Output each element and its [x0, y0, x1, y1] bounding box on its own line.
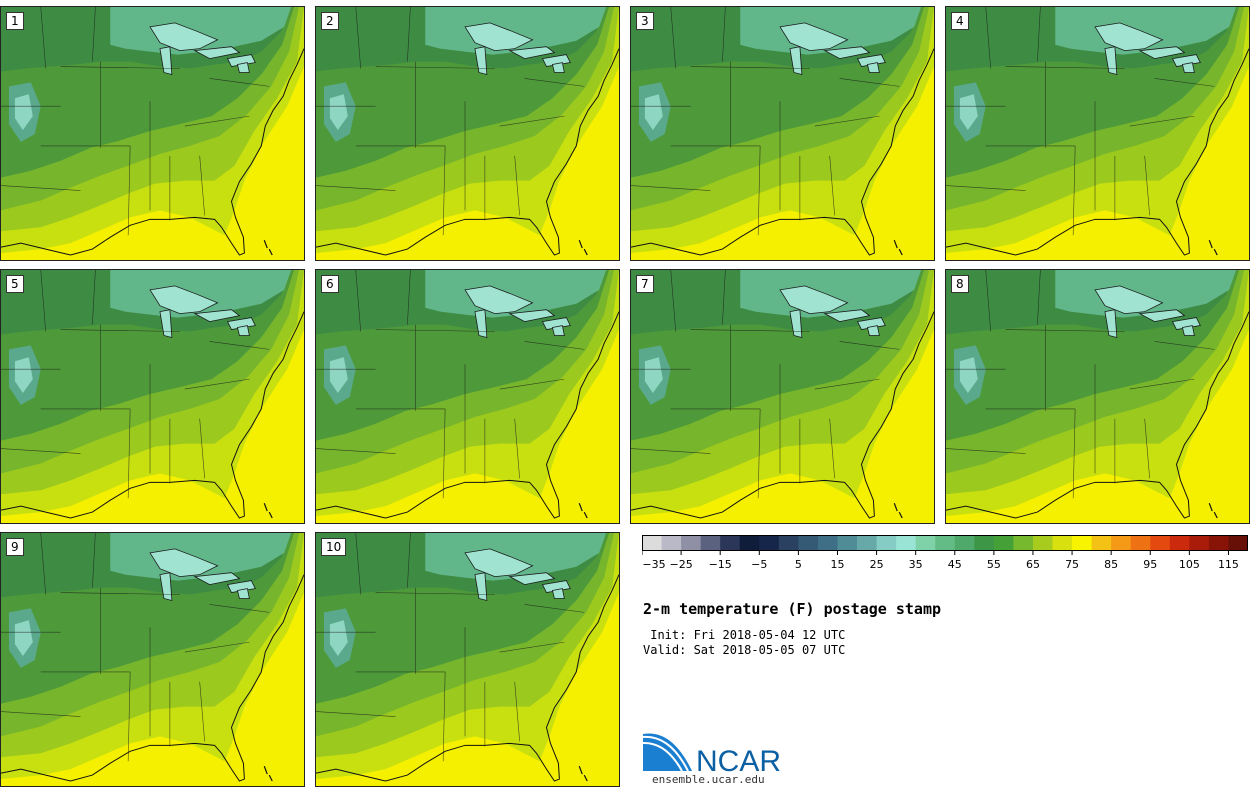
map-panel: 9 — [0, 532, 305, 787]
map-panel: 2 — [315, 6, 620, 261]
map-panel: 8 — [945, 269, 1250, 524]
colorbar-swatch — [896, 535, 917, 551]
panel-number: 10 — [321, 538, 347, 556]
map-panel: 4 — [945, 6, 1250, 261]
colorbar-swatch — [681, 535, 702, 551]
map-panel: 1 — [0, 6, 305, 261]
colorbar-tick-label: −35 — [642, 558, 665, 571]
logo-text: NCAR — [696, 745, 781, 775]
map-panel: 7 — [630, 269, 935, 524]
colorbar-swatch — [993, 535, 1014, 551]
colorbar-swatch — [1091, 535, 1112, 551]
colorbar-tick-label: 5 — [795, 558, 802, 571]
temperature-map — [316, 270, 619, 523]
panel-number: 9 — [6, 538, 24, 556]
colorbar-swatch — [1150, 535, 1171, 551]
colorbar-swatch — [1130, 535, 1151, 551]
colorbar-swatch — [935, 535, 956, 551]
colorbar-swatch — [1111, 535, 1132, 551]
temperature-map — [1, 270, 304, 523]
colorbar-swatch — [817, 535, 838, 551]
colorbar-swatch — [759, 535, 780, 551]
colorbar-swatch — [642, 535, 662, 551]
valid-time: Valid: Sat 2018-05-05 07 UTC — [643, 643, 846, 657]
temperature-map — [631, 7, 934, 260]
colorbar-tick-label: −25 — [669, 558, 692, 571]
colorbar-tick-label: 65 — [1026, 558, 1040, 571]
temperature-map — [1, 533, 304, 786]
colorbar-swatch — [739, 535, 760, 551]
colorbar-swatch — [857, 535, 877, 551]
colorbar-border — [642, 535, 1248, 551]
temperature-map — [946, 7, 1249, 260]
init-time: Init: Fri 2018-05-04 12 UTC — [643, 628, 846, 642]
colorbar-swatch — [974, 535, 995, 551]
colorbar-swatch — [1032, 535, 1053, 551]
temperature-map — [316, 7, 619, 260]
colorbar-swatch — [778, 535, 799, 551]
temperature-map — [316, 533, 619, 786]
panel-number: 5 — [6, 275, 24, 293]
colorbar-swatches — [642, 535, 1248, 551]
colorbar-swatch — [1208, 535, 1229, 551]
colorbar-tick-label: 95 — [1143, 558, 1157, 571]
panel-number: 1 — [6, 12, 24, 30]
map-panel: 3 — [630, 6, 935, 261]
colorbar-tick-label: 55 — [987, 558, 1001, 571]
temperature-map — [631, 270, 934, 523]
colorbar-swatch — [661, 535, 682, 551]
colorbar-swatch — [1052, 535, 1073, 551]
colorbar-swatch — [954, 535, 975, 551]
colorbar-tick-label: 15 — [830, 558, 844, 571]
chart-title: 2-m temperature (F) postage stamp — [643, 600, 942, 618]
map-panel: 5 — [0, 269, 305, 524]
colorbar-tick-label: −15 — [709, 558, 732, 571]
panel-number: 4 — [951, 12, 969, 30]
map-panel: 6 — [315, 269, 620, 524]
panel-number: 7 — [636, 275, 654, 293]
map-panel: 10 — [315, 532, 620, 787]
colorbar-swatch — [1169, 535, 1190, 551]
colorbar-tick-label: 75 — [1065, 558, 1079, 571]
colorbar-swatch — [720, 535, 741, 551]
colorbar-swatch — [876, 535, 897, 551]
colorbar-tick-label: 25 — [870, 558, 884, 571]
colorbar-swatch — [915, 535, 936, 551]
colorbar-tick-label: 85 — [1104, 558, 1118, 571]
panel-number: 2 — [321, 12, 339, 30]
colorbar-tick-label: −5 — [751, 558, 767, 571]
colorbar-swatch — [1013, 535, 1034, 551]
colorbar-swatch — [700, 535, 721, 551]
colorbar-tick-label: 115 — [1218, 558, 1239, 571]
colorbar-swatch — [1189, 535, 1210, 551]
colorbar-swatch — [1072, 535, 1093, 551]
temperature-colorbar: −35 −25 −15 −5 5 15 25 35 45 55 65 75 85 95 105 115 — [642, 535, 1248, 571]
panel-number: 3 — [636, 12, 654, 30]
panel-number: 6 — [321, 275, 339, 293]
colorbar-tick-label: 105 — [1179, 558, 1200, 571]
ncar-logo: NCAR — [642, 733, 781, 775]
colorbar-ticks: −35 −25 −15 −5 5 15 25 35 45 55 65 75 85 95 105 115 — [642, 551, 1239, 571]
panel-number: 8 — [951, 275, 969, 293]
temperature-map — [946, 270, 1249, 523]
colorbar-tick-label: 45 — [948, 558, 962, 571]
colorbar-swatch — [837, 535, 858, 551]
colorbar-swatch — [1228, 535, 1248, 551]
logo-url: ensemble.ucar.edu — [652, 773, 765, 786]
colorbar-tick-label: 35 — [909, 558, 923, 571]
temperature-map — [1, 7, 304, 260]
colorbar-swatch — [798, 535, 819, 551]
